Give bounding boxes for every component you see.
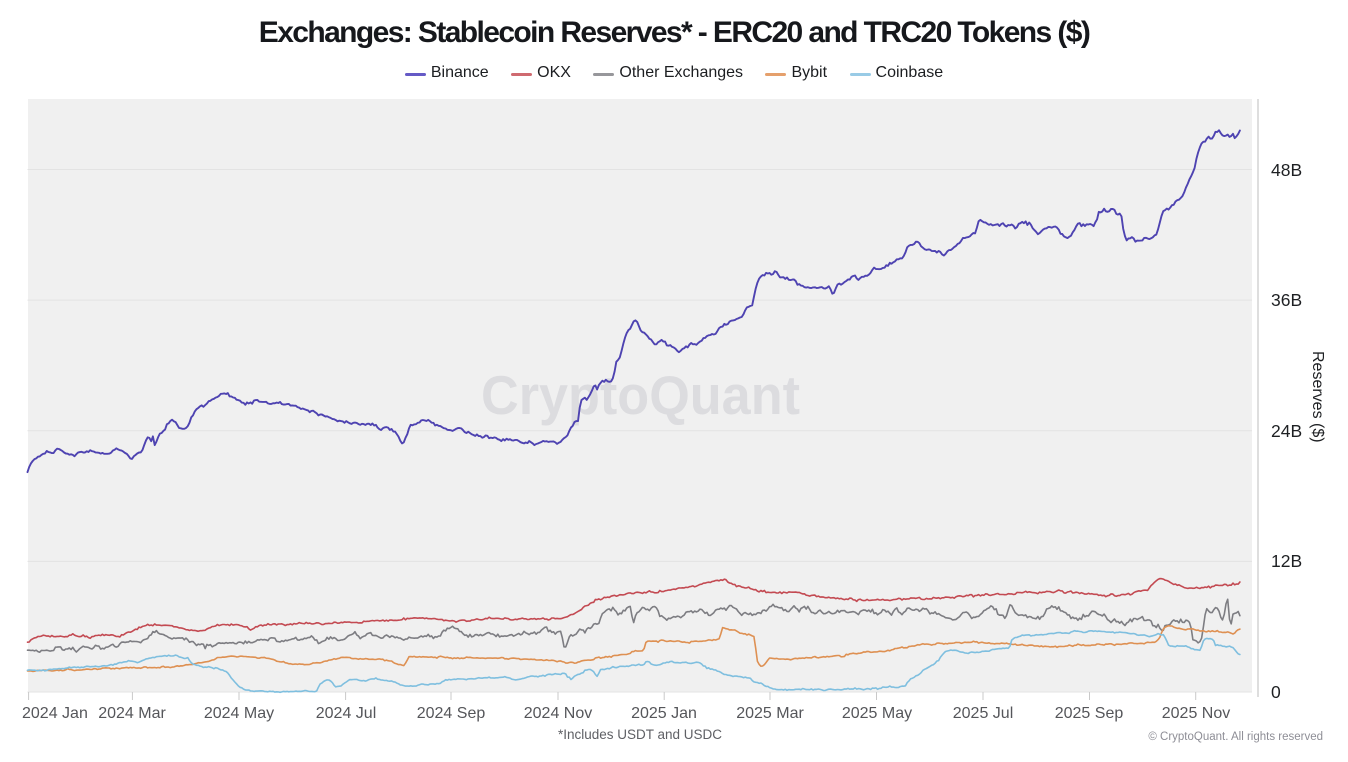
svg-text:CryptoQuant: CryptoQuant: [481, 364, 800, 426]
